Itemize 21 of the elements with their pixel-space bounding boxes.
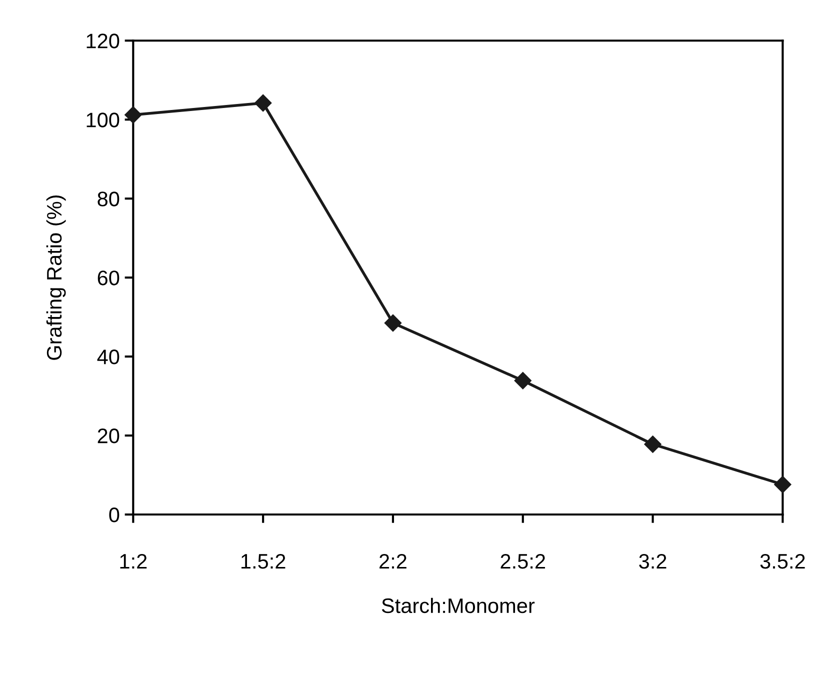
- x-axis-title: Starch:Monomer: [382, 598, 535, 614]
- x-tick-label: 3.5:2: [760, 554, 805, 569]
- y-tick-label: 120: [86, 34, 120, 48]
- point: [254, 94, 272, 112]
- x-tick-label: 3:2: [639, 554, 666, 569]
- point: [514, 372, 532, 390]
- y-tick-label: 20: [98, 428, 120, 444]
- point: [384, 314, 402, 332]
- y-tick-label: 0: [109, 508, 120, 522]
- point: [124, 106, 142, 124]
- y-tick-label: 80: [98, 192, 120, 206]
- y-tick-label: 100: [86, 112, 120, 128]
- y-axis-title: Grafting Ratio (%): [46, 196, 66, 360]
- y-tick-label: 60: [98, 270, 120, 286]
- y-tick-label: 40: [97, 350, 120, 364]
- x-tick-label: 2.5:2: [500, 554, 546, 569]
- point: [774, 476, 792, 494]
- x-tick-label: 1.5:2: [241, 554, 286, 569]
- x-tick-label: 1:2: [120, 554, 147, 569]
- x-tick-label: 2:2: [380, 554, 406, 569]
- point: [644, 436, 662, 453]
